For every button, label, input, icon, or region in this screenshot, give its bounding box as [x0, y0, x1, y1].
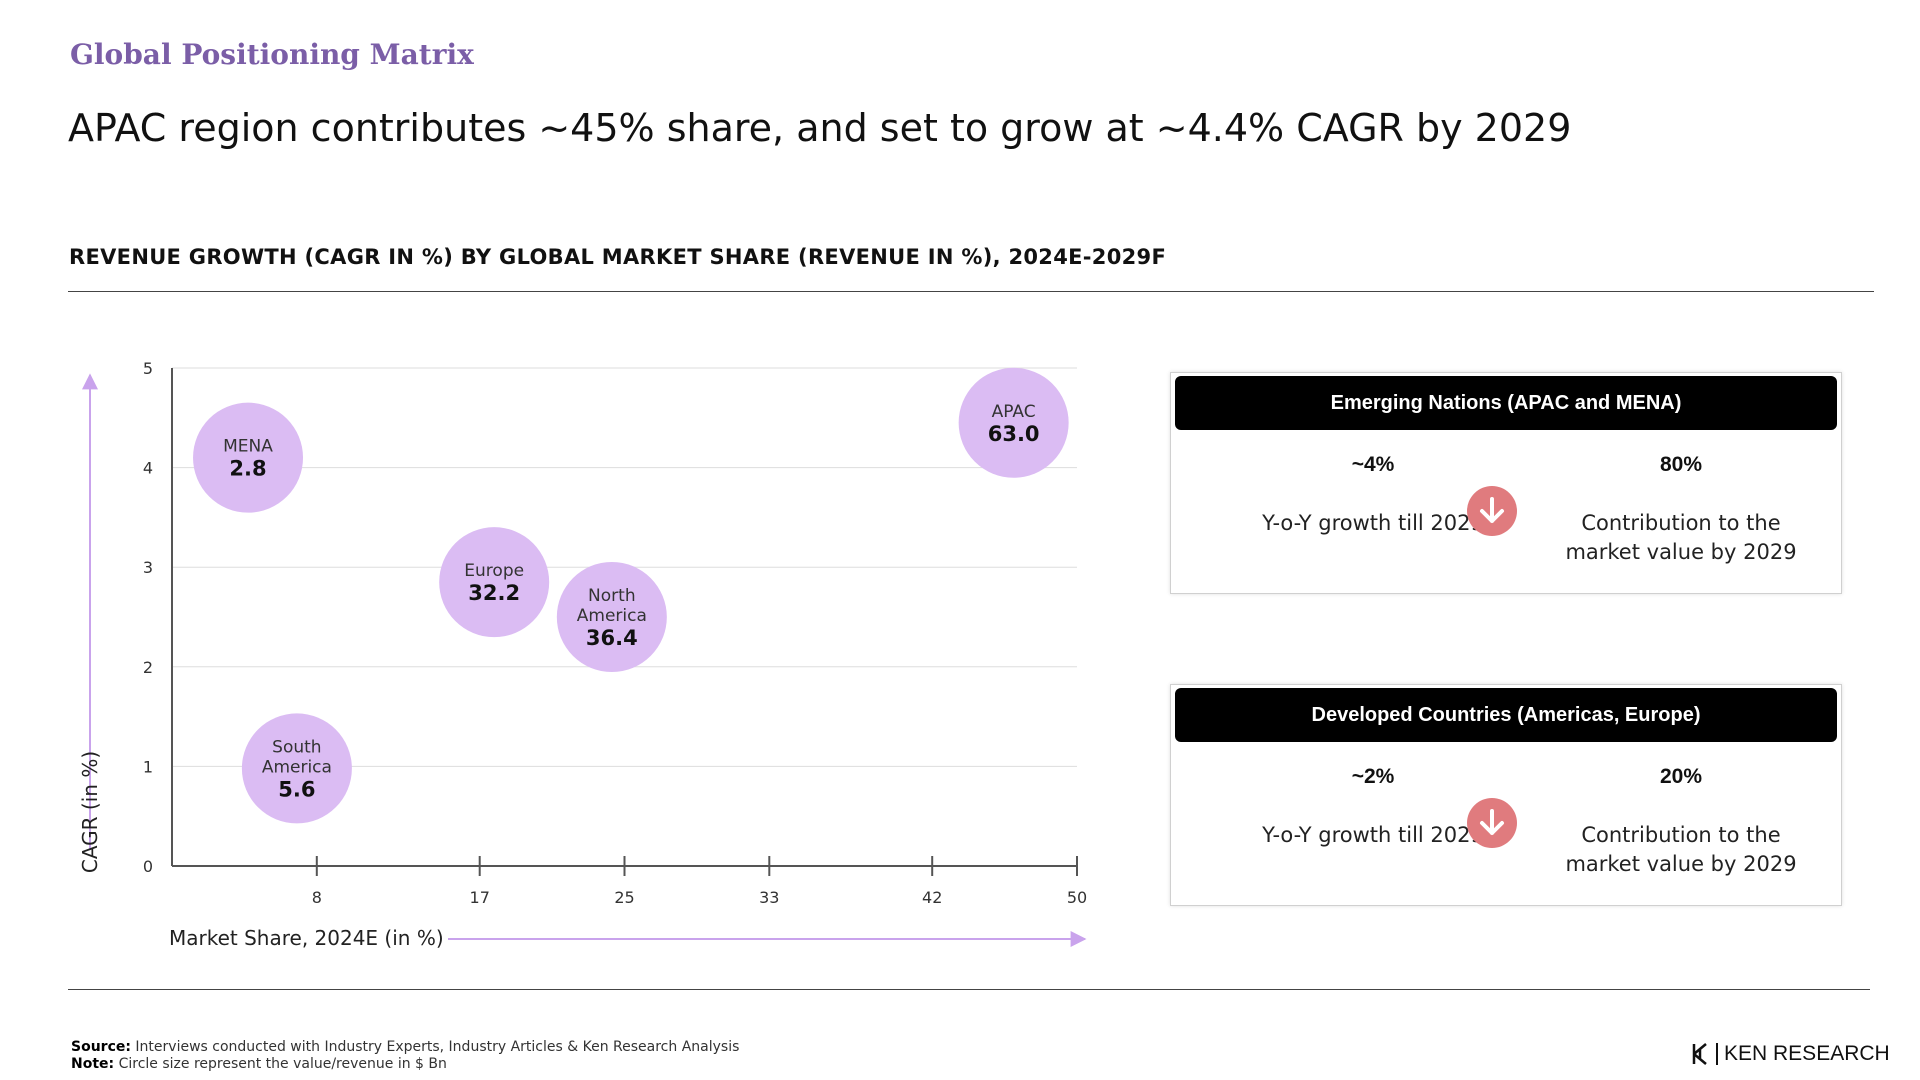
- bubble-value: 32.2: [468, 581, 520, 605]
- top-divider: [68, 291, 1874, 292]
- y-axis-label: CAGR (in %): [78, 751, 102, 873]
- logo-separator: [1716, 1043, 1718, 1065]
- y-tick-label: 0: [143, 857, 153, 876]
- bubble-circle: [439, 527, 550, 638]
- x-tick-label: 8: [312, 888, 322, 907]
- bubble-circle: [241, 713, 352, 824]
- x-tick-label: 42: [922, 888, 942, 907]
- y-tick-label: 4: [143, 459, 153, 478]
- page-headline: APAC region contributes ~45% share, and …: [68, 106, 1572, 150]
- emerging-nations-card: Emerging Nations (APAC and MENA) ~4% Y-o…: [1170, 372, 1842, 594]
- contribution-value: 80%: [1659, 453, 1703, 476]
- bubble-value: 63.0: [988, 422, 1040, 446]
- x-tick-label: 50: [1067, 888, 1087, 907]
- growth-description: Y-o-Y growth till 2029: [1262, 511, 1484, 535]
- growth-value: ~2%: [1351, 765, 1395, 788]
- footnote: Note: Circle size represent the value/re…: [71, 1056, 447, 1072]
- arrow-down-icon: [1467, 798, 1517, 848]
- bottom-divider: [68, 989, 1870, 990]
- bubble-value: 2.8: [229, 457, 266, 481]
- contribution-description: Contribution to the market value by 2029: [1565, 511, 1797, 564]
- note-label: Note:: [71, 1056, 115, 1072]
- y-tick-label: 2: [143, 658, 153, 677]
- y-tick-label: 1: [143, 757, 153, 776]
- bubble-label: APAC: [992, 402, 1036, 422]
- brand-name: KEN RESEARCH: [1724, 1042, 1890, 1065]
- note-text: Circle size represent the value/revenue …: [118, 1056, 447, 1072]
- x-tick-label: 17: [470, 888, 490, 907]
- y-tick-label: 3: [143, 558, 153, 577]
- source-label: Source:: [71, 1039, 131, 1055]
- bubble-label: MENA: [223, 437, 273, 457]
- contribution-value: 20%: [1659, 765, 1703, 788]
- contribution-description: Contribution to the market value by 2029: [1565, 823, 1797, 876]
- logo-icon: [1692, 1043, 1707, 1065]
- bubble-label: North: [588, 586, 636, 606]
- source-text: Interviews conducted with Industry Exper…: [135, 1039, 740, 1055]
- growth-description: Y-o-Y growth till 2029: [1262, 823, 1484, 847]
- section-title: Global Positioning Matrix: [70, 38, 474, 71]
- y-tick-label: 5: [143, 359, 153, 378]
- bubble-label: South: [272, 737, 321, 757]
- brand-logo: KEN RESEARCH: [1692, 1042, 1890, 1066]
- x-tick-label: 25: [614, 888, 634, 907]
- bubble-circle: [556, 562, 667, 672]
- developed-countries-card: Developed Countries (Americas, Europe) ~…: [1170, 684, 1842, 906]
- bubble-circle: [958, 367, 1069, 478]
- x-tick-label: 33: [759, 888, 779, 907]
- arrow-down-icon: [1467, 486, 1517, 536]
- bubble-label: America: [577, 606, 647, 626]
- card-header: Developed Countries (Americas, Europe): [1175, 688, 1837, 742]
- bubble-circle: [193, 402, 304, 513]
- bubble-label: Europe: [464, 561, 524, 581]
- x-axis-label: Market Share, 2024E (in %): [169, 926, 444, 950]
- growth-value: ~4%: [1351, 453, 1395, 476]
- bubble-value: 5.6: [278, 777, 315, 801]
- chart-heading: REVENUE GROWTH (CAGR IN %) BY GLOBAL MAR…: [69, 245, 1167, 269]
- bubble-label: America: [262, 757, 332, 777]
- source-note: Source: Interviews conducted with Indust…: [71, 1039, 739, 1055]
- card-header: Emerging Nations (APAC and MENA): [1175, 376, 1837, 430]
- bubble-value: 36.4: [586, 626, 638, 650]
